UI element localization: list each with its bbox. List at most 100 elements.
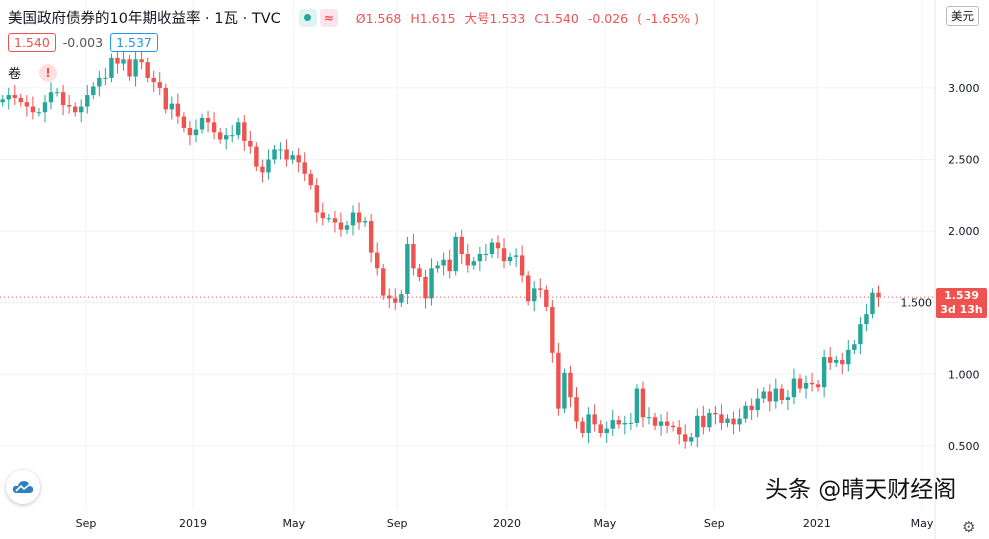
delayed-data-icon[interactable]: ≈ xyxy=(319,8,338,27)
candle xyxy=(459,229,464,265)
candle-body xyxy=(181,116,187,129)
time-tick-label: May xyxy=(282,517,305,530)
candle xyxy=(374,242,380,276)
candle-body xyxy=(513,255,519,257)
candle-body xyxy=(737,418,742,425)
candle xyxy=(6,87,11,110)
candle-body xyxy=(24,102,30,107)
candle-body xyxy=(121,59,126,64)
candle xyxy=(236,117,241,140)
candle xyxy=(465,243,470,273)
candle xyxy=(163,83,168,114)
candle xyxy=(689,432,694,446)
candle-body xyxy=(580,421,585,433)
candle xyxy=(695,408,700,448)
candle-body xyxy=(628,422,634,424)
candle-body xyxy=(60,92,66,106)
candle-body xyxy=(809,382,815,385)
candle-body xyxy=(302,162,307,174)
candle xyxy=(423,269,428,309)
candle-body xyxy=(821,357,827,388)
sell-price-button[interactable]: 1.540 xyxy=(8,33,56,52)
candle xyxy=(477,246,483,272)
market-status-icon[interactable] xyxy=(298,8,317,27)
candle xyxy=(737,408,742,432)
time-tick-label: May xyxy=(594,517,617,530)
currency-button[interactable]: 美元 xyxy=(946,6,979,26)
candle-body xyxy=(598,424,603,433)
candle xyxy=(834,355,839,368)
buy-price-button[interactable]: 1.537 xyxy=(110,33,158,52)
candle-body xyxy=(175,103,181,117)
candle xyxy=(532,281,537,312)
candle xyxy=(193,119,199,143)
candle-body xyxy=(381,268,386,296)
volume-label[interactable]: 卷 xyxy=(8,67,22,82)
candle-body xyxy=(278,149,283,151)
candle xyxy=(60,85,66,116)
candle-body xyxy=(767,391,772,402)
candle xyxy=(435,261,440,273)
candle-body xyxy=(85,95,90,107)
candle xyxy=(254,142,259,171)
current-price-label: 1.539 3d 13h xyxy=(936,288,987,319)
candle-body xyxy=(544,289,549,307)
candle xyxy=(115,50,120,74)
candle-body xyxy=(115,57,120,64)
candle xyxy=(103,67,108,86)
candle xyxy=(79,99,84,123)
warning-icon[interactable]: ! xyxy=(39,63,58,82)
candle-body xyxy=(405,243,410,295)
settings-gear-icon[interactable]: ⚙ xyxy=(962,518,976,536)
open-value: Ø1.568 xyxy=(355,11,402,26)
candle xyxy=(133,52,138,87)
ohlc-values: Ø1.568 H1.615 大号1.533 C1.540 -0.026 ( -1… xyxy=(356,8,704,27)
price-axis[interactable]: 0.500 1.000 1.500 2.000 2.500 3.000 xyxy=(901,82,980,453)
candle xyxy=(18,93,24,107)
candle-body xyxy=(217,132,223,140)
symbol-name: 美国政府债券的10年期收益率 xyxy=(8,11,201,27)
candle-body xyxy=(42,102,48,113)
candle-body xyxy=(465,253,470,266)
candle xyxy=(610,410,615,436)
candle-body xyxy=(308,173,313,186)
candle-body xyxy=(568,372,573,398)
candle-body xyxy=(193,129,199,136)
symbol-title[interactable]: 美国政府债券的10年期收益率 · 1瓦 · TVC xyxy=(8,11,281,27)
candle xyxy=(278,142,283,160)
candle xyxy=(217,128,223,144)
candle-body xyxy=(483,253,489,255)
candle xyxy=(30,96,36,120)
candle-body xyxy=(827,357,833,363)
time-axis[interactable]: Sep 2019 May Sep 2020 May Sep 2021 May xyxy=(76,517,934,530)
candle xyxy=(399,289,404,307)
candle-body xyxy=(834,359,839,363)
candle-body xyxy=(695,415,700,438)
grid xyxy=(0,0,936,539)
candle xyxy=(211,112,217,140)
legend-header: 美国政府债券的10年期收益率 · 1瓦 · TVC ≈ Ø1.568 H1.61… xyxy=(8,7,704,28)
candle xyxy=(719,404,724,431)
candle-body xyxy=(411,243,416,269)
candle-body xyxy=(640,388,646,418)
tradingview-cloud-icon[interactable] xyxy=(6,470,40,504)
candle xyxy=(852,339,857,355)
candle xyxy=(525,271,531,306)
candle-body xyxy=(477,253,483,262)
candle-body xyxy=(66,105,72,107)
candle-body xyxy=(719,414,724,423)
candle xyxy=(453,232,458,276)
candle-body xyxy=(586,414,591,433)
candle xyxy=(701,405,706,435)
candle xyxy=(471,256,477,270)
candle xyxy=(12,85,17,106)
candle-body xyxy=(169,103,175,110)
candle-body xyxy=(314,185,319,213)
candle xyxy=(785,390,791,411)
candle xyxy=(350,205,356,236)
candle xyxy=(0,95,5,107)
candle xyxy=(127,54,132,81)
candle-body xyxy=(242,122,247,141)
candle xyxy=(749,398,754,421)
